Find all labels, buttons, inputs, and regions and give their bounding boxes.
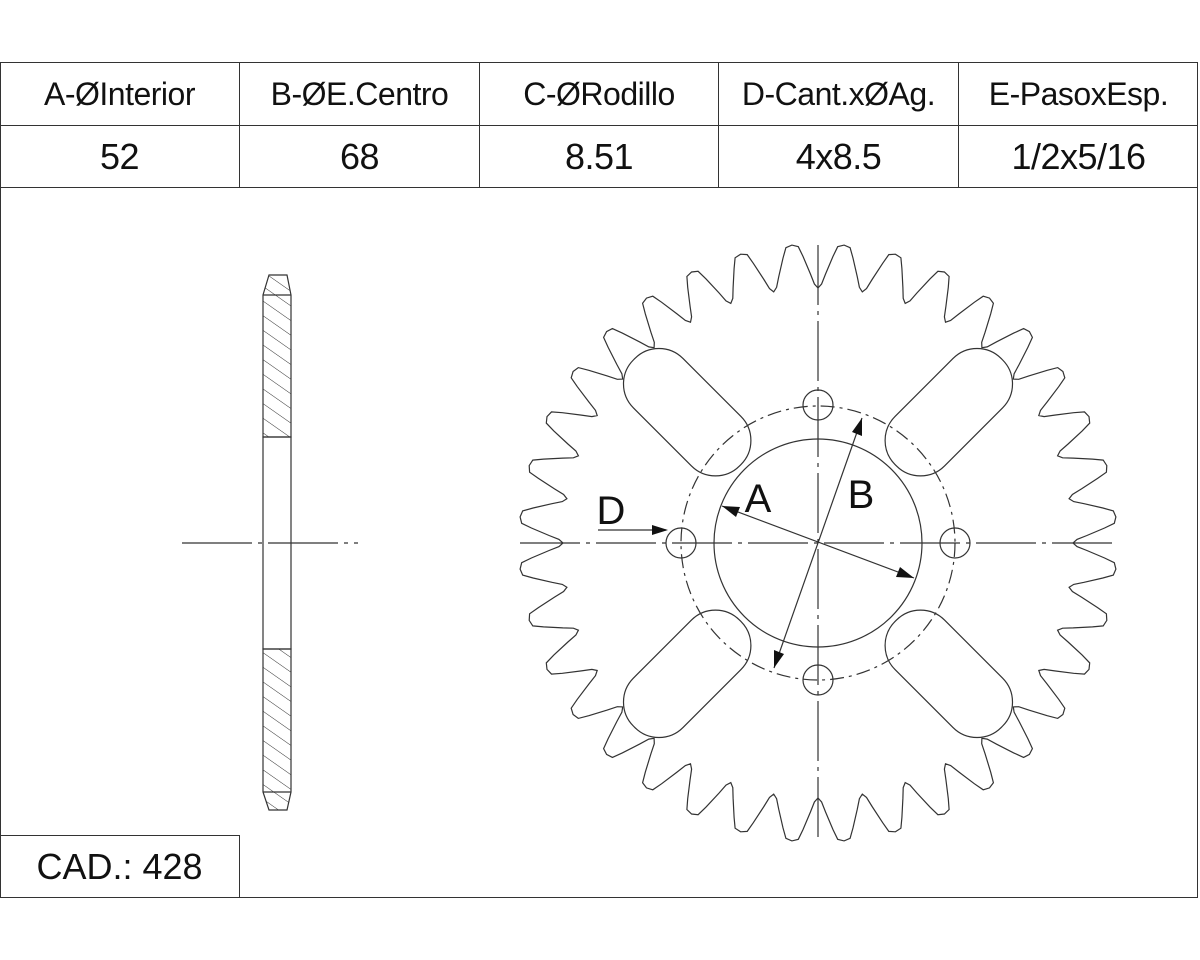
side-view-lower-section — [262, 648, 292, 811]
value-interior-diameter: 52 — [99, 135, 140, 177]
header-roller-diameter: C-ØRodillo — [523, 75, 675, 112]
dimension-b-line — [773, 417, 863, 669]
label-d: D — [597, 489, 626, 533]
drawing-frame — [0, 62, 1198, 898]
front-view — [519, 244, 1117, 842]
lightening-slot — [884, 347, 1014, 477]
value-hole-count-diameter: 4x8.5 — [795, 135, 882, 177]
lightening-slot — [622, 609, 752, 739]
value-roller-diameter: 8.51 — [564, 135, 634, 177]
dimension-a-arrow — [896, 567, 914, 578]
table-col-divider — [239, 62, 240, 187]
leader-d-arrow — [652, 525, 668, 535]
side-view — [182, 274, 358, 811]
table-col-divider — [479, 62, 480, 187]
lightening-slot — [884, 609, 1014, 739]
chain-label: CAD.: 428 — [0, 835, 240, 898]
table-bottom-divider — [0, 187, 1198, 188]
label-b: B — [848, 473, 875, 517]
header-pitch-thickness: E-PasoxEsp. — [988, 75, 1169, 112]
value-bolt-circle-diameter: 68 — [339, 135, 380, 177]
table-col-divider — [718, 62, 719, 187]
value-pitch-thickness: 1/2x5/16 — [1011, 135, 1146, 177]
header-hole-count-diameter: D-Cant.xØAg. — [741, 75, 936, 112]
dimension-a-arrow — [722, 506, 740, 517]
header-bolt-circle-diameter: B-ØE.Centro — [270, 75, 449, 112]
header-interior-diameter: A-ØInterior — [44, 75, 195, 112]
dimension-b-arrow — [774, 650, 784, 668]
dimension-b-arrow — [852, 418, 862, 436]
lightening-slot — [622, 347, 752, 477]
table-col-divider — [958, 62, 959, 187]
table-row-divider — [0, 125, 1198, 126]
label-a: A — [745, 477, 772, 521]
side-view-upper-section — [262, 274, 292, 438]
lightening-slots — [622, 347, 1014, 739]
